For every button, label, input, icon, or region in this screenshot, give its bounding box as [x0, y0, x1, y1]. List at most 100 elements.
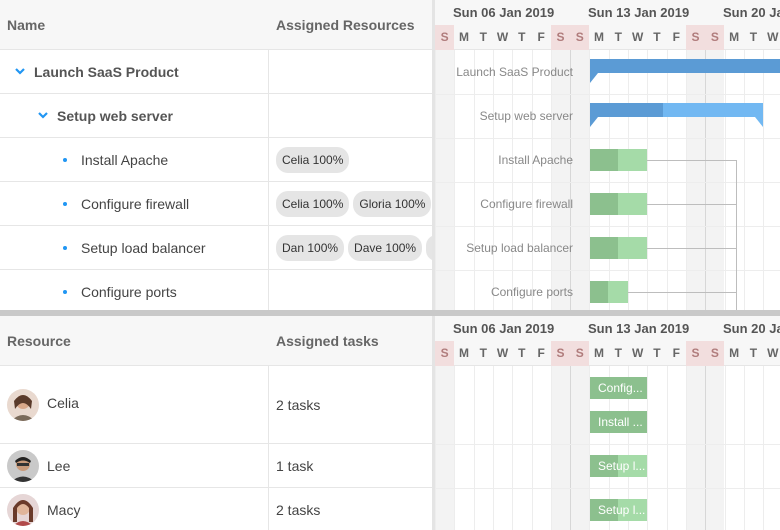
task-name-cell[interactable]: Install Apache	[0, 138, 168, 181]
day-gridline	[589, 50, 591, 310]
parent-task-bar[interactable]	[590, 59, 780, 85]
resource-task-bar[interactable]: Setup l...	[590, 455, 647, 477]
bullet-icon	[63, 289, 67, 294]
resource-chip[interactable]: Dave 100%	[348, 234, 423, 261]
task-name-cell[interactable]: Setup web server	[0, 94, 173, 137]
gantt-grid-header: Name Assigned Resources	[0, 0, 432, 50]
resource-task-bar[interactable]: Config...	[590, 377, 647, 399]
day-gridline	[492, 366, 494, 530]
day-label: W	[496, 30, 509, 44]
dependency-line[interactable]	[736, 160, 737, 310]
dependency-line[interactable]	[647, 160, 737, 161]
bullet-icon	[63, 157, 67, 162]
day-gridline	[454, 366, 456, 530]
task-row[interactable]: Configure firewall Celia 100% Gloria 100…	[0, 182, 432, 226]
grid-splitter[interactable]	[432, 0, 435, 310]
task-row[interactable]: Setup web server	[0, 94, 432, 138]
task-name-cell[interactable]: Configure ports	[0, 270, 177, 310]
week-label: Sun 20 Jan 2019	[723, 321, 780, 336]
day-gridline	[763, 366, 765, 530]
column-header-name[interactable]: Name	[7, 17, 46, 33]
day-label: T	[518, 346, 526, 360]
resource-name-cell[interactable]: Lee	[0, 444, 70, 487]
day-gridline	[589, 366, 591, 530]
task-bar[interactable]	[590, 193, 647, 215]
task-row[interactable]: Launch SaaS Product	[0, 50, 432, 94]
day-label: T	[653, 30, 661, 44]
resource-chips[interactable]: Celia 100% Gloria 100%	[276, 182, 432, 225]
task-name-cell[interactable]: Configure firewall	[0, 182, 189, 225]
day-label: W	[631, 30, 644, 44]
gantt-timeline[interactable]: Sun 06 Jan 2019 Sun 13 Jan 2019 Sun 20 J…	[435, 0, 780, 310]
column-divider[interactable]	[268, 50, 269, 310]
day-gridline	[724, 366, 726, 530]
grid-splitter[interactable]	[432, 316, 435, 530]
day-label: M	[458, 30, 469, 44]
day-label: M	[594, 346, 605, 360]
gantt-panel: Name Assigned Resources Launch SaaS Prod…	[0, 0, 780, 310]
task-bar[interactable]	[590, 281, 628, 303]
bar-label: Config...	[598, 381, 643, 395]
day-gridline	[570, 366, 572, 530]
column-header-assigned-tasks[interactable]: Assigned tasks	[276, 333, 379, 349]
resource-row[interactable]: Macy 2 tasks	[0, 488, 432, 530]
resource-chip[interactable]: Gloria 100%	[353, 190, 432, 217]
panel-splitter[interactable]	[0, 310, 780, 316]
day-gridline	[531, 50, 533, 310]
resource-chips[interactable]: Dan 100% Dave 100% G	[276, 226, 432, 269]
bullet-icon	[63, 201, 67, 206]
day-gridline	[435, 50, 436, 310]
weekend-shade	[570, 366, 590, 530]
column-header-resource[interactable]: Resource	[7, 333, 71, 349]
dependency-line[interactable]	[647, 204, 737, 205]
resource-chip[interactable]: Dan 100%	[276, 234, 345, 261]
task-row[interactable]: Configure ports	[0, 270, 432, 310]
day-gridline	[666, 50, 668, 310]
chevron-down-icon[interactable]	[14, 65, 28, 79]
day-gridline	[743, 366, 745, 530]
day-gridline	[705, 50, 707, 310]
task-row[interactable]: Install Apache Celia 100%	[0, 138, 432, 182]
resource-name: Lee	[47, 457, 71, 474]
task-row[interactable]: Setup load balancer Dan 100% Dave 100% G	[0, 226, 432, 270]
day-label: S	[435, 341, 455, 366]
resource-name-cell[interactable]: Macy	[0, 488, 80, 530]
avatar	[7, 493, 39, 526]
task-bar[interactable]	[590, 237, 647, 259]
chevron-down-icon[interactable]	[37, 109, 51, 123]
week-label: Sun 06 Jan 2019	[453, 5, 555, 20]
column-header-assigned-resources[interactable]: Assigned Resources	[276, 17, 415, 33]
resource-chip[interactable]: Celia 100%	[276, 146, 350, 173]
task-name-cell[interactable]: Setup load balancer	[0, 226, 206, 269]
resource-chips[interactable]: Celia 100%	[276, 138, 432, 181]
resource-chip[interactable]: Celia 100%	[276, 190, 350, 217]
resource-task-bar[interactable]: Setup l...	[590, 499, 647, 521]
column-divider[interactable]	[268, 366, 269, 530]
day-label: F	[537, 30, 545, 44]
resource-task-bar[interactable]: Install ...	[590, 411, 647, 433]
timeline-header: Sun 06 Jan 2019 Sun 13 Jan 2019 Sun 20 J…	[435, 0, 780, 50]
task-name-cell[interactable]: Launch SaaS Product	[0, 50, 179, 93]
day-label: M	[594, 30, 605, 44]
day-label: T	[749, 346, 758, 360]
resource-name: Macy	[47, 501, 81, 518]
day-gridline	[743, 50, 745, 310]
dependency-line[interactable]	[647, 248, 737, 249]
dependency-line[interactable]	[628, 292, 737, 293]
row-gridline	[435, 270, 780, 271]
resource-row[interactable]: Celia 2 tasks	[0, 366, 432, 444]
day-label: S	[685, 25, 706, 50]
day-label: S	[705, 341, 725, 366]
parent-task-bar[interactable]	[590, 103, 765, 129]
resource-chip[interactable]: G	[426, 234, 432, 261]
week-label: Sun 06 Jan 2019	[453, 321, 555, 336]
week-label: Sun 13 Jan 2019	[588, 5, 690, 20]
day-gridline	[492, 50, 494, 310]
resource-row[interactable]: Lee 1 task	[0, 444, 432, 488]
task-bar[interactable]	[590, 149, 647, 171]
day-label: W	[631, 346, 644, 360]
resource-name-cell[interactable]: Celia	[0, 366, 79, 443]
day-gridline	[608, 50, 610, 310]
resource-timeline[interactable]: Sun 06 Jan 2019 Sun 13 Jan 2019 Sun 20 J…	[435, 316, 780, 530]
avatar	[7, 449, 39, 482]
